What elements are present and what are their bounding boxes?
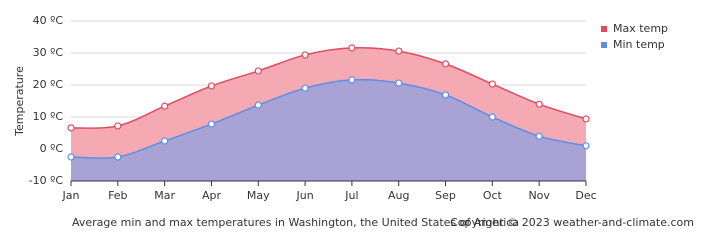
legend-swatch [601,26,607,32]
point [207,120,216,128]
x-tick-label: Jul [344,189,358,202]
point [535,132,543,140]
point [395,47,403,55]
point [488,113,496,121]
point [301,84,309,92]
point [488,80,496,88]
y-tick-label: 30 ºC [33,46,64,59]
x-tick-label: Jan [62,189,80,202]
point [395,79,403,87]
point [67,124,75,132]
point [582,115,590,123]
legend-label: Max temp [613,22,668,35]
legend-label: Min temp [613,38,665,51]
point [114,122,122,130]
chart: Temperature Average min and max temperat… [13,14,694,229]
x-tick-label: Jun [295,189,313,202]
legend-swatch [601,42,607,48]
y-tick-label: 10 ºC [33,110,64,123]
point [254,67,262,75]
point [207,82,216,90]
point [161,137,169,145]
point [535,100,543,108]
caption: Average min and max temperatures in Wash… [72,216,519,229]
y-axis-label: Temperature [13,66,26,137]
point [67,153,75,161]
y-tick-label: 20 ºC [33,78,64,91]
x-tick-label: Nov [528,189,550,202]
copyright: Copyright © 2023 weather-and-climate.com [450,216,694,229]
y-tick-label: -10 ºC [29,174,64,187]
point [161,102,169,110]
x-tick-label: Apr [202,189,222,202]
x-tick-label: Sep [435,189,456,202]
point [582,142,590,150]
x-tick-label: Oct [483,189,503,202]
point [254,101,262,109]
x-tick-label: Mar [154,189,175,202]
point [114,153,122,161]
point [301,51,309,59]
point [441,60,450,68]
y-tick-label: 0 ºC [40,142,64,155]
x-tick-label: Dec [575,189,596,202]
x-tick-label: Feb [108,189,127,202]
x-tick-label: May [247,189,270,202]
point [441,91,450,99]
y-tick-label: 40 ºC [33,14,64,27]
x-tick-label: Aug [388,189,409,202]
point [348,76,356,84]
point [348,44,356,52]
area [71,79,586,181]
line [70,78,587,159]
line [70,46,587,129]
